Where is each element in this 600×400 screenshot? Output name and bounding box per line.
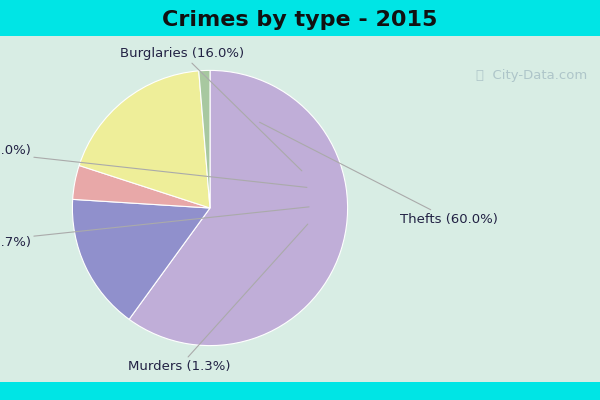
Text: ⓘ  City-Data.com: ⓘ City-Data.com bbox=[476, 70, 587, 82]
Wedge shape bbox=[73, 199, 210, 319]
Text: Crimes by type - 2015: Crimes by type - 2015 bbox=[163, 10, 437, 30]
Wedge shape bbox=[129, 70, 347, 346]
Text: Auto thefts (4.0%): Auto thefts (4.0%) bbox=[0, 144, 307, 188]
Text: Thefts (60.0%): Thefts (60.0%) bbox=[260, 122, 498, 226]
Wedge shape bbox=[79, 71, 210, 208]
Text: Assaults (18.7%): Assaults (18.7%) bbox=[0, 207, 309, 249]
Wedge shape bbox=[73, 166, 210, 208]
Wedge shape bbox=[199, 70, 210, 208]
Text: Murders (1.3%): Murders (1.3%) bbox=[128, 224, 308, 373]
Text: Burglaries (16.0%): Burglaries (16.0%) bbox=[121, 47, 302, 171]
